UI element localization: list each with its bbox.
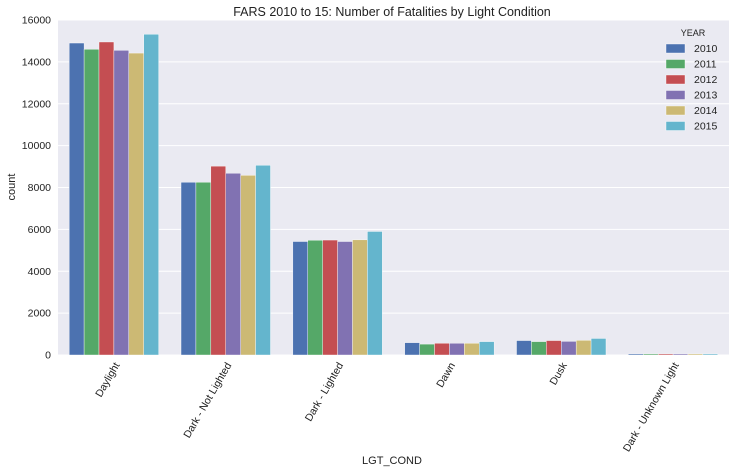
bar-2014-5 (687, 353, 704, 356)
bar-2013-2 (337, 241, 353, 356)
x-tick-label: Daylight (93, 360, 122, 399)
bar-2014-3 (464, 343, 480, 356)
bar-2012-3 (434, 343, 450, 356)
legend-label: 2014 (694, 105, 718, 117)
legend-label: 2012 (694, 74, 718, 86)
x-tick-label: Dusk (547, 360, 570, 387)
bar-2012-4 (546, 340, 562, 356)
bar-2014-1 (240, 175, 256, 356)
bar-2010-4 (516, 340, 532, 356)
bar-2010-3 (404, 342, 420, 356)
bar-2014-4 (575, 340, 592, 356)
legend-swatch (665, 105, 686, 116)
bar-2010-1 (180, 182, 197, 356)
y-tick-label: 0 (45, 350, 51, 362)
x-axis-ticks: Daylight Dark - Not Lighted Dark - Lighted… (93, 360, 682, 454)
grid-lines (58, 19, 729, 356)
bar-2015-4 (590, 338, 607, 356)
legend-swatch (665, 74, 686, 85)
bar-2015-3 (479, 341, 495, 356)
legend-swatch (665, 43, 686, 54)
y-tick-label: 14000 (22, 56, 51, 68)
y-axis-label: count (6, 174, 18, 201)
bar-2013-3 (449, 343, 465, 356)
bar-2011-4 (531, 341, 547, 356)
bar-2012-1 (210, 165, 226, 356)
legend-label: 2011 (694, 59, 717, 71)
y-tick-label: 10000 (22, 140, 51, 152)
bar-2012-0 (98, 41, 115, 356)
bar-2013-0 (113, 50, 130, 356)
chart-title: FARS 2010 to 15: Number of Fatalities by… (233, 5, 551, 19)
bar-2011-5 (643, 353, 659, 356)
bar-2015-5 (702, 353, 719, 356)
y-tick-label: 4000 (28, 266, 52, 278)
legend: YEAR 2010 2011 2012 2013 2014 2015 (665, 28, 718, 133)
y-tick-label: 2000 (28, 308, 52, 320)
bar-2013-1 (225, 173, 241, 356)
bar-2011-3 (419, 343, 435, 356)
legend-title: YEAR (681, 28, 706, 38)
bar-2012-2 (322, 239, 338, 356)
bar-2013-5 (672, 353, 689, 356)
y-tick-label: 8000 (28, 182, 52, 194)
bar-2010-5 (628, 353, 644, 356)
legend-swatch (665, 121, 686, 131)
bar-2012-5 (657, 353, 674, 356)
bar-2014-2 (352, 239, 368, 356)
bar-2011-2 (307, 240, 323, 356)
y-tick-label: 12000 (22, 98, 51, 110)
x-tick-label: Dark - Lighted (303, 360, 346, 423)
bar-2010-0 (68, 42, 85, 356)
legend-label: 2015 (694, 121, 718, 133)
bar-2013-4 (561, 341, 577, 356)
bar-2010-2 (292, 241, 308, 356)
bar-2011-1 (195, 182, 212, 356)
y-tick-label: 6000 (28, 224, 52, 236)
legend-label: 2010 (694, 43, 718, 55)
bar-2015-2 (367, 231, 383, 356)
bar-2015-1 (255, 165, 271, 356)
x-tick-label: Dark - Not Lighted (181, 360, 234, 440)
bar-2011-0 (83, 49, 100, 356)
bar-2015-0 (143, 34, 159, 356)
y-tick-label: 16000 (22, 15, 51, 27)
bars (68, 34, 719, 356)
legend-swatch (665, 90, 686, 100)
legend-swatch (665, 59, 686, 69)
legend-label: 2013 (694, 90, 718, 102)
x-axis-label: LGT_COND (362, 455, 422, 467)
bar-2014-0 (128, 52, 144, 356)
y-axis-ticks: 0 2000 4000 6000 8000 10000 12000 14000 16000 (22, 15, 51, 362)
x-tick-label: Dark - Unknown Light (621, 360, 682, 454)
x-tick-label: Dawn (434, 360, 458, 389)
